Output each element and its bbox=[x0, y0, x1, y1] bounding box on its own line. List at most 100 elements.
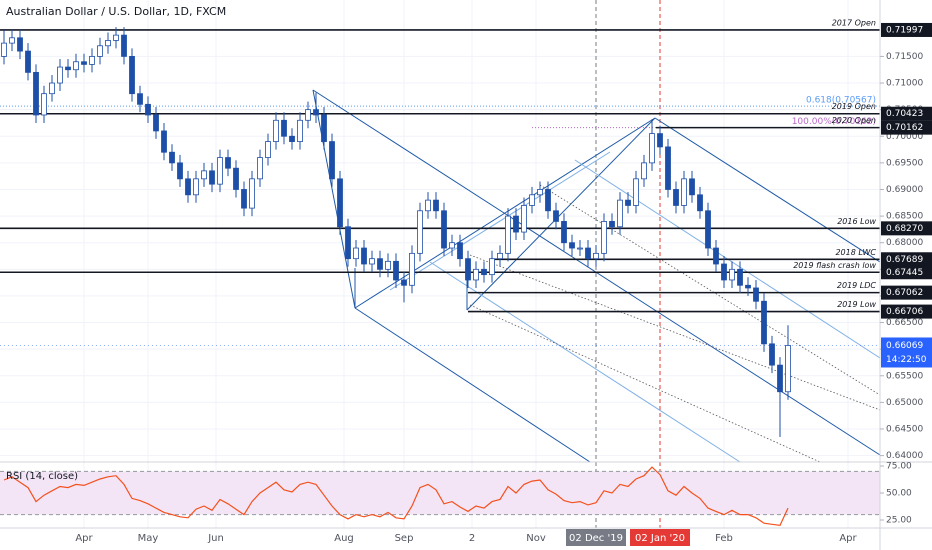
y-tick-label: 0.64000 bbox=[886, 451, 923, 461]
candle-body bbox=[657, 133, 663, 148]
candle-body bbox=[145, 103, 151, 116]
x-tick-label: Jun bbox=[207, 533, 224, 544]
trend-line bbox=[466, 117, 656, 311]
trend-line bbox=[654, 117, 881, 263]
candle-body bbox=[649, 133, 655, 164]
x-tick-label: Sep bbox=[395, 533, 414, 544]
level-value-box bbox=[881, 265, 932, 280]
candle-body bbox=[321, 114, 327, 142]
candle-body bbox=[417, 210, 423, 254]
candle-body bbox=[393, 260, 399, 281]
y-tick-label: 0.68500 bbox=[886, 212, 923, 222]
candle-body bbox=[553, 210, 559, 222]
candle-body bbox=[705, 210, 711, 249]
median-line bbox=[469, 304, 821, 463]
rsi-band bbox=[0, 471, 880, 515]
candle-body bbox=[473, 268, 479, 281]
candle-body bbox=[305, 109, 311, 121]
level-value-box bbox=[881, 120, 932, 135]
y-tick-label: 0.66500 bbox=[886, 318, 923, 328]
candle-body bbox=[697, 194, 703, 212]
candle-body bbox=[81, 61, 87, 65]
candle-body bbox=[745, 284, 751, 289]
candle-body bbox=[537, 189, 543, 196]
y-tick-label: 0.71000 bbox=[886, 79, 923, 89]
candle-body bbox=[681, 178, 687, 206]
median-line bbox=[469, 254, 881, 411]
candle-body bbox=[337, 178, 343, 228]
candle-body bbox=[721, 263, 727, 281]
candles bbox=[1, 27, 791, 437]
candle-body bbox=[753, 287, 759, 302]
candle-body bbox=[385, 260, 391, 270]
candle-body bbox=[297, 119, 303, 142]
x-tick-label: Apr bbox=[839, 533, 857, 544]
candle-body bbox=[281, 119, 287, 137]
level-value-box bbox=[881, 221, 932, 236]
candle-body bbox=[777, 364, 783, 393]
candle-body bbox=[441, 210, 447, 249]
candle-body bbox=[577, 247, 583, 250]
candle-body bbox=[401, 279, 407, 286]
y-tick-label: 0.70000 bbox=[886, 132, 923, 142]
candle-body bbox=[761, 300, 767, 345]
level-value-box bbox=[881, 285, 932, 300]
candle-body bbox=[41, 93, 47, 116]
candle-body bbox=[433, 199, 439, 212]
candle-body bbox=[121, 34, 127, 57]
candle-body bbox=[193, 178, 199, 196]
candle-body bbox=[153, 114, 159, 132]
y-tick-label: 0.68000 bbox=[886, 238, 923, 248]
x-tick-label: Aug bbox=[334, 533, 354, 544]
level-value-box bbox=[881, 252, 932, 267]
candle-body bbox=[545, 189, 551, 212]
candle-body bbox=[73, 61, 79, 71]
candle-body bbox=[17, 37, 23, 52]
candle-body bbox=[641, 162, 647, 180]
level-value-box bbox=[881, 106, 932, 121]
candle-body bbox=[449, 242, 455, 249]
candle-body bbox=[377, 258, 383, 270]
chart-title: Australian Dollar / U.S. Dollar, 1D, FXC… bbox=[6, 5, 226, 18]
candle-body bbox=[689, 178, 695, 196]
y-tick-label: 0.71500 bbox=[886, 52, 923, 62]
trend-line bbox=[354, 307, 591, 463]
rsi-pane bbox=[0, 466, 880, 527]
candle-body bbox=[353, 247, 359, 260]
candle-body bbox=[457, 242, 463, 260]
level-value-box bbox=[881, 304, 932, 319]
candle-body bbox=[513, 215, 519, 233]
grid bbox=[0, 0, 880, 528]
candle-body bbox=[737, 268, 743, 286]
level-value: 0.67689 bbox=[886, 255, 923, 265]
x-tick-label: Apr bbox=[75, 533, 93, 544]
y-tick-label: 0.69000 bbox=[886, 185, 923, 195]
candle-body bbox=[25, 50, 31, 73]
candle-body bbox=[105, 40, 111, 47]
candle-body bbox=[729, 268, 735, 281]
candle-body bbox=[49, 82, 55, 95]
candle-body bbox=[137, 93, 143, 105]
candle-body bbox=[65, 66, 71, 71]
rsi-title: RSI (14, close) bbox=[6, 471, 78, 482]
candle-body bbox=[209, 170, 215, 185]
level-value-box bbox=[881, 22, 932, 37]
y-tick-label: 50.00 bbox=[886, 489, 912, 499]
channel-line bbox=[389, 151, 611, 291]
level-label: 2019 flash crash low bbox=[793, 261, 876, 270]
candle-body bbox=[505, 215, 511, 254]
candle-body bbox=[265, 141, 271, 158]
candle-body bbox=[1, 42, 7, 57]
level-value: 0.67445 bbox=[886, 268, 923, 278]
candle-body bbox=[113, 34, 119, 41]
candle-body bbox=[769, 343, 775, 366]
candle-body bbox=[601, 221, 607, 254]
candle-body bbox=[225, 157, 231, 169]
marker-label-box bbox=[630, 529, 690, 546]
level-value: 0.70162 bbox=[886, 123, 923, 133]
level-label: 2020 Open bbox=[832, 116, 876, 125]
axes: 0.640000.645000.650000.655000.660000.665… bbox=[75, 22, 932, 546]
marker-label: 02 Jan '20 bbox=[635, 533, 685, 544]
level-value: 0.70423 bbox=[886, 109, 923, 119]
candle-body bbox=[593, 252, 599, 260]
